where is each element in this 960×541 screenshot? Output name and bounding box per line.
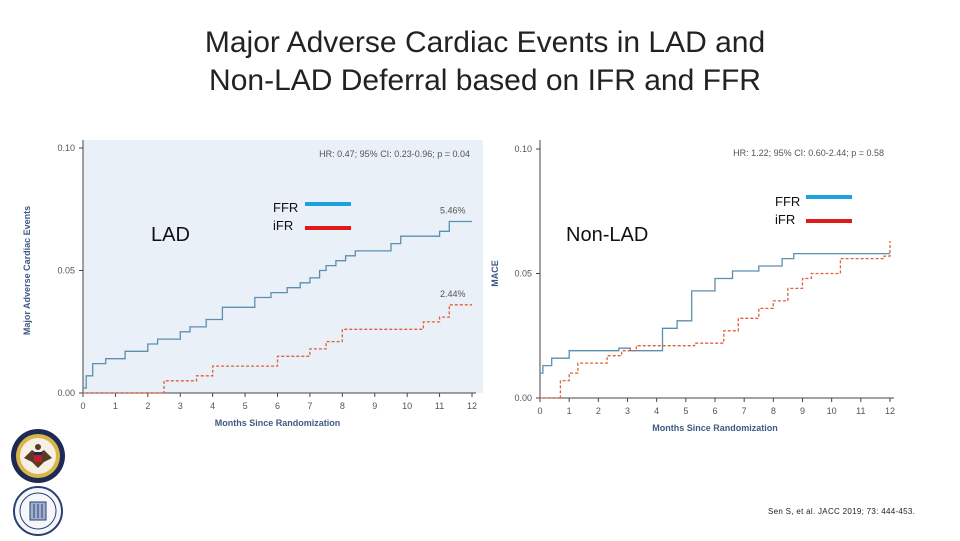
lad-end-label-ifr: 2.44% (440, 289, 466, 299)
nonlad-series-ifr (540, 241, 891, 399)
lad-legend-ffr-swatch (305, 202, 351, 206)
lad-x-tick-label: 10 (402, 401, 412, 411)
nonlad-x-tick-label: 12 (885, 406, 895, 416)
nonlad-x-tick-label: 3 (625, 406, 630, 416)
nonlad-y-tick-label: 0.10 (514, 144, 532, 154)
nonlad-x-tick-label: 10 (827, 406, 837, 416)
lad-x-tick-label: 11 (435, 401, 444, 411)
nonlad-legend-ifr-swatch (806, 219, 852, 223)
nonlad-x-tick-label: 9 (800, 406, 805, 416)
nonlad-series-ffr (540, 252, 890, 374)
nonlad-x-tick-label: 8 (771, 406, 776, 416)
lad-chart-panel: 0.00 0.05 0.10 0 1 2 3 4 5 6 7 8 9 10 11 12 Months Since… (20, 136, 490, 436)
slide-title: Major Adverse Cardiac Events in LAD and … (0, 24, 960, 100)
lad-y-axis-label: Major Adverse Cardiac Events (22, 206, 32, 335)
lad-x-tick-label: 4 (210, 401, 215, 411)
lad-hazard-ratio: HR: 0.47; 95% CI: 0.23-0.96; p = 0.04 (319, 149, 470, 159)
lad-series-ffr (83, 220, 472, 389)
nonlad-hazard-ratio: HR: 1.22; 95% CI: 0.60-2.44; p = 0.58 (733, 148, 884, 158)
nonlad-legend-ffr-swatch (806, 195, 852, 199)
lad-x-tick-label: 12 (467, 401, 477, 411)
lad-x-tick-label: 1 (113, 401, 118, 411)
lad-x-axis-label: Months Since Randomization (215, 418, 341, 428)
nonlad-x-tick-label: 2 (596, 406, 601, 416)
lad-y-tick-label: 0.00 (57, 388, 75, 398)
lad-y-tick-label: 0.10 (57, 143, 75, 153)
lad-x-tick-label: 0 (80, 401, 85, 411)
lad-x-tick-label: 9 (372, 401, 377, 411)
nonlad-chart-panel: 0.00 0.05 0.10 0 1 2 3 4 5 6 7 8 9 10 11 12 Months Since… (490, 136, 910, 446)
lad-legend-ffr-label: FFR (273, 200, 299, 215)
nonlad-x-tick-label: 7 (742, 406, 747, 416)
lad-legend-ifr-swatch (305, 226, 351, 230)
university-seal-logo (10, 486, 66, 541)
title-line-1: Major Adverse Cardiac Events in LAD and (204, 26, 766, 59)
nonlad-y-tick-label: 0.00 (514, 393, 532, 403)
nonlad-x-tick-label: 1 (567, 406, 572, 416)
va-seal-logo (10, 428, 66, 489)
nonlad-x-tick-label: 6 (712, 406, 717, 416)
lad-x-tick-label: 6 (275, 401, 280, 411)
nonlad-legend-ffr-label: FFR (775, 194, 801, 209)
nonlad-y-axis-label: MACE (490, 260, 500, 287)
lad-y-tick-label: 0.05 (57, 266, 75, 276)
lad-x-tick-label: 7 (307, 401, 312, 411)
lad-x-tick-label: 8 (340, 401, 345, 411)
lad-x-tick-label: 3 (178, 401, 183, 411)
citation: Sen S, et al. JACC 2019; 73: 444-453. (768, 507, 916, 516)
nonlad-x-tick-label: 0 (537, 406, 542, 416)
nonlad-x-tick-label: 4 (654, 406, 659, 416)
nonlad-legend-ifr-label: iFR (775, 212, 796, 227)
title-line-2: Non-LAD Deferral based on IFR and FFR (209, 64, 761, 97)
nonlad-label: Non-LAD (566, 224, 649, 246)
lad-legend-ifr-label: iFR (273, 218, 294, 233)
lad-end-label-ffr: 5.46% (440, 206, 466, 216)
lad-x-tick-label: 5 (243, 401, 248, 411)
nonlad-y-tick-label: 0.05 (514, 269, 532, 279)
lad-plot-background (83, 140, 483, 393)
nonlad-x-tick-label: 5 (683, 406, 688, 416)
nonlad-x-tick-label: 11 (856, 406, 865, 416)
lad-label: LAD (151, 224, 190, 246)
nonlad-x-axis-label: Months Since Randomization (652, 423, 778, 433)
lad-series-ifr (83, 304, 472, 394)
lad-x-tick-label: 2 (145, 401, 150, 411)
